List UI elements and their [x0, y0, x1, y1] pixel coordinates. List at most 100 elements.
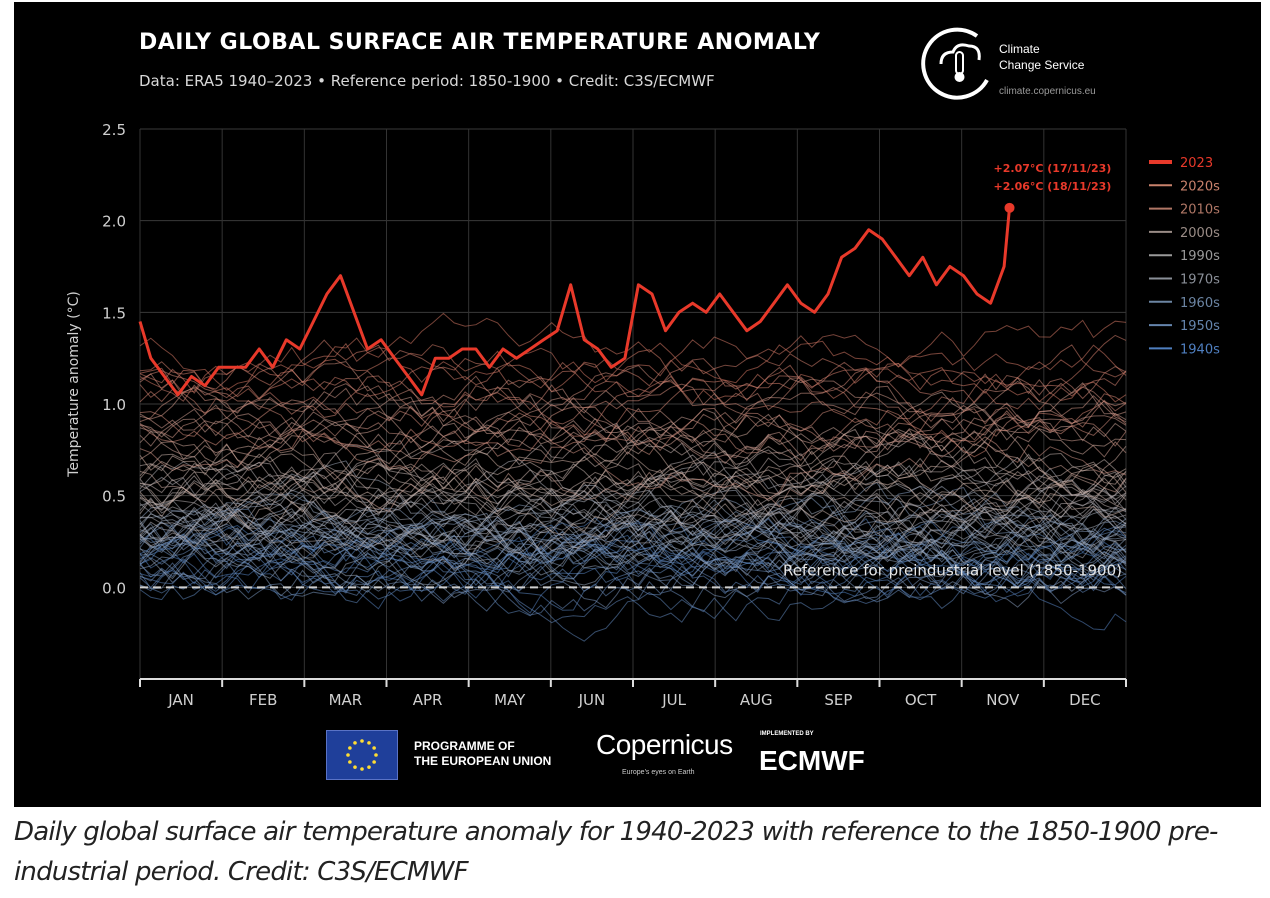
historical-year-line — [139, 361, 1127, 442]
eu-line1: PROGRAMME OF — [414, 739, 515, 753]
eu-star — [353, 765, 357, 769]
ecmwf-logo: ECMWF — [759, 745, 865, 776]
historical-year-line — [139, 457, 1127, 540]
historical-year-line — [139, 500, 1127, 552]
historical-year-line — [139, 503, 1127, 586]
y-tick-label: 2.0 — [102, 213, 126, 231]
chart-title: DAILY GLOBAL SURFACE AIR TEMPERATURE ANO… — [139, 30, 821, 55]
eu-line2: THE EUROPEAN UNION — [414, 754, 552, 768]
historical-year-line — [139, 519, 1127, 596]
peak-annotation: +2.07°C (17/11/23) — [994, 162, 1112, 175]
peak-annotation: +2.06°C (18/11/23) — [994, 180, 1112, 193]
historical-year-line — [139, 344, 1127, 404]
series-2023-line — [138, 207, 1011, 397]
legend-label-2023: 2023 — [1180, 156, 1213, 171]
reference-line-group: Reference for preindustrial level (1850-… — [140, 561, 1126, 589]
historical-year-line — [139, 510, 1127, 592]
eu-star — [360, 739, 364, 743]
eu-star — [353, 741, 357, 745]
legend-label-1960s: 1960s — [1180, 296, 1220, 311]
historical-year-line — [139, 520, 1127, 600]
historical-year-line — [139, 485, 1127, 570]
series-2023-group: +2.07°C (17/11/23) +2.06°C (18/11/23) — [138, 162, 1112, 397]
month-label-nov: NOV — [986, 691, 1020, 709]
month-label-jan: JAN — [167, 691, 194, 709]
historical-year-line — [139, 461, 1127, 527]
chart-legend: 2023 2020s 2010s 2000s 1990s 1970s 1960s 1950s 1… — [1149, 156, 1220, 357]
historical-year-line — [139, 526, 1127, 611]
historical-year-line — [139, 450, 1127, 530]
eu-star — [372, 760, 376, 764]
month-label-apr: APR — [413, 691, 443, 709]
eu-star — [372, 746, 376, 750]
month-label-feb: FEB — [249, 691, 277, 709]
logo-line2: Change Service — [999, 58, 1085, 72]
y-tick-label: 0.0 — [102, 579, 126, 597]
historical-year-line — [139, 506, 1127, 563]
historical-year-line — [139, 396, 1127, 465]
legend-label-1970s: 1970s — [1180, 273, 1220, 288]
chart-figure: Reference for preindustrial level (1850-… — [14, 2, 1261, 807]
historical-year-line — [139, 545, 1127, 609]
historical-year-line — [139, 452, 1127, 505]
series-2023-endpoint — [1004, 202, 1015, 213]
month-label-aug: AUG — [740, 691, 773, 709]
month-label-oct: OCT — [905, 691, 937, 709]
legend-label-1950s: 1950s — [1180, 319, 1220, 334]
reference-label: Reference for preindustrial level (1850-… — [783, 561, 1122, 579]
historical-year-line — [139, 519, 1127, 592]
historical-year-line — [139, 480, 1127, 552]
eu-star — [348, 760, 352, 764]
historical-year-line — [139, 478, 1127, 560]
historical-year-line — [139, 458, 1127, 523]
month-label-may: MAY — [494, 691, 526, 709]
historical-year-line — [139, 394, 1127, 478]
eu-star — [348, 746, 352, 750]
copernicus-logo: Copernicus — [596, 729, 733, 760]
eu-star — [360, 767, 364, 771]
month-label-mar: MAR — [329, 691, 363, 709]
legend-label-2010s: 2010s — [1180, 203, 1220, 218]
y-tick-label: 0.5 — [102, 488, 126, 506]
historical-lines — [139, 312, 1127, 642]
historical-year-line — [139, 334, 1127, 394]
legend-label-2000s: 2000s — [1180, 226, 1220, 241]
legend-label-1940s: 1940s — [1180, 342, 1220, 357]
historical-year-line — [139, 525, 1127, 586]
historical-year-line — [139, 391, 1127, 453]
chart-canvas: Reference for preindustrial level (1850-… — [66, 121, 1220, 709]
eu-star — [346, 753, 350, 757]
month-label-dec: DEC — [1069, 691, 1101, 709]
historical-year-line — [139, 419, 1127, 503]
historical-year-line — [139, 366, 1127, 427]
historical-year-line — [139, 486, 1127, 568]
logo-url[interactable]: climate.copernicus.eu — [999, 86, 1096, 97]
legend-label-1990s: 1990s — [1180, 249, 1220, 264]
month-label-jun: JUN — [578, 691, 606, 709]
historical-year-line — [139, 443, 1127, 509]
y-tick-label: 1.5 — [102, 304, 126, 322]
historical-year-line — [139, 312, 1127, 391]
historical-year-line — [139, 387, 1127, 472]
legend-label-2020s: 2020s — [1180, 179, 1220, 194]
chart-axes: 2.5 2.0 1.5 1.0 0.5 0.0 JAN FEB MAR APR MAY JUN JUL A… — [66, 121, 1127, 709]
y-tick-label: 2.5 — [102, 121, 126, 139]
historical-year-line — [139, 396, 1127, 459]
historical-year-line — [139, 378, 1127, 444]
climate-change-service-logo: Climate Change Service climate.copernicu… — [919, 22, 1169, 102]
eu-programme-text: PROGRAMME OF THE EUROPEAN UNION — [414, 739, 551, 769]
historical-year-line — [139, 358, 1127, 437]
historical-year-line — [139, 378, 1127, 454]
month-label-jul: JUL — [661, 691, 686, 709]
y-tick-label: 1.0 — [102, 396, 126, 414]
eu-star — [374, 753, 378, 757]
eu-star — [367, 765, 371, 769]
historical-year-line — [139, 456, 1127, 528]
historical-year-line — [139, 502, 1127, 559]
historical-year-line — [139, 436, 1127, 493]
figure-caption: Daily global surface air temperature ano… — [14, 817, 1218, 887]
eu-flag-icon — [326, 730, 398, 780]
eu-star — [367, 741, 371, 745]
thermometer-cloud-icon — [921, 27, 989, 100]
historical-year-line — [139, 463, 1127, 536]
